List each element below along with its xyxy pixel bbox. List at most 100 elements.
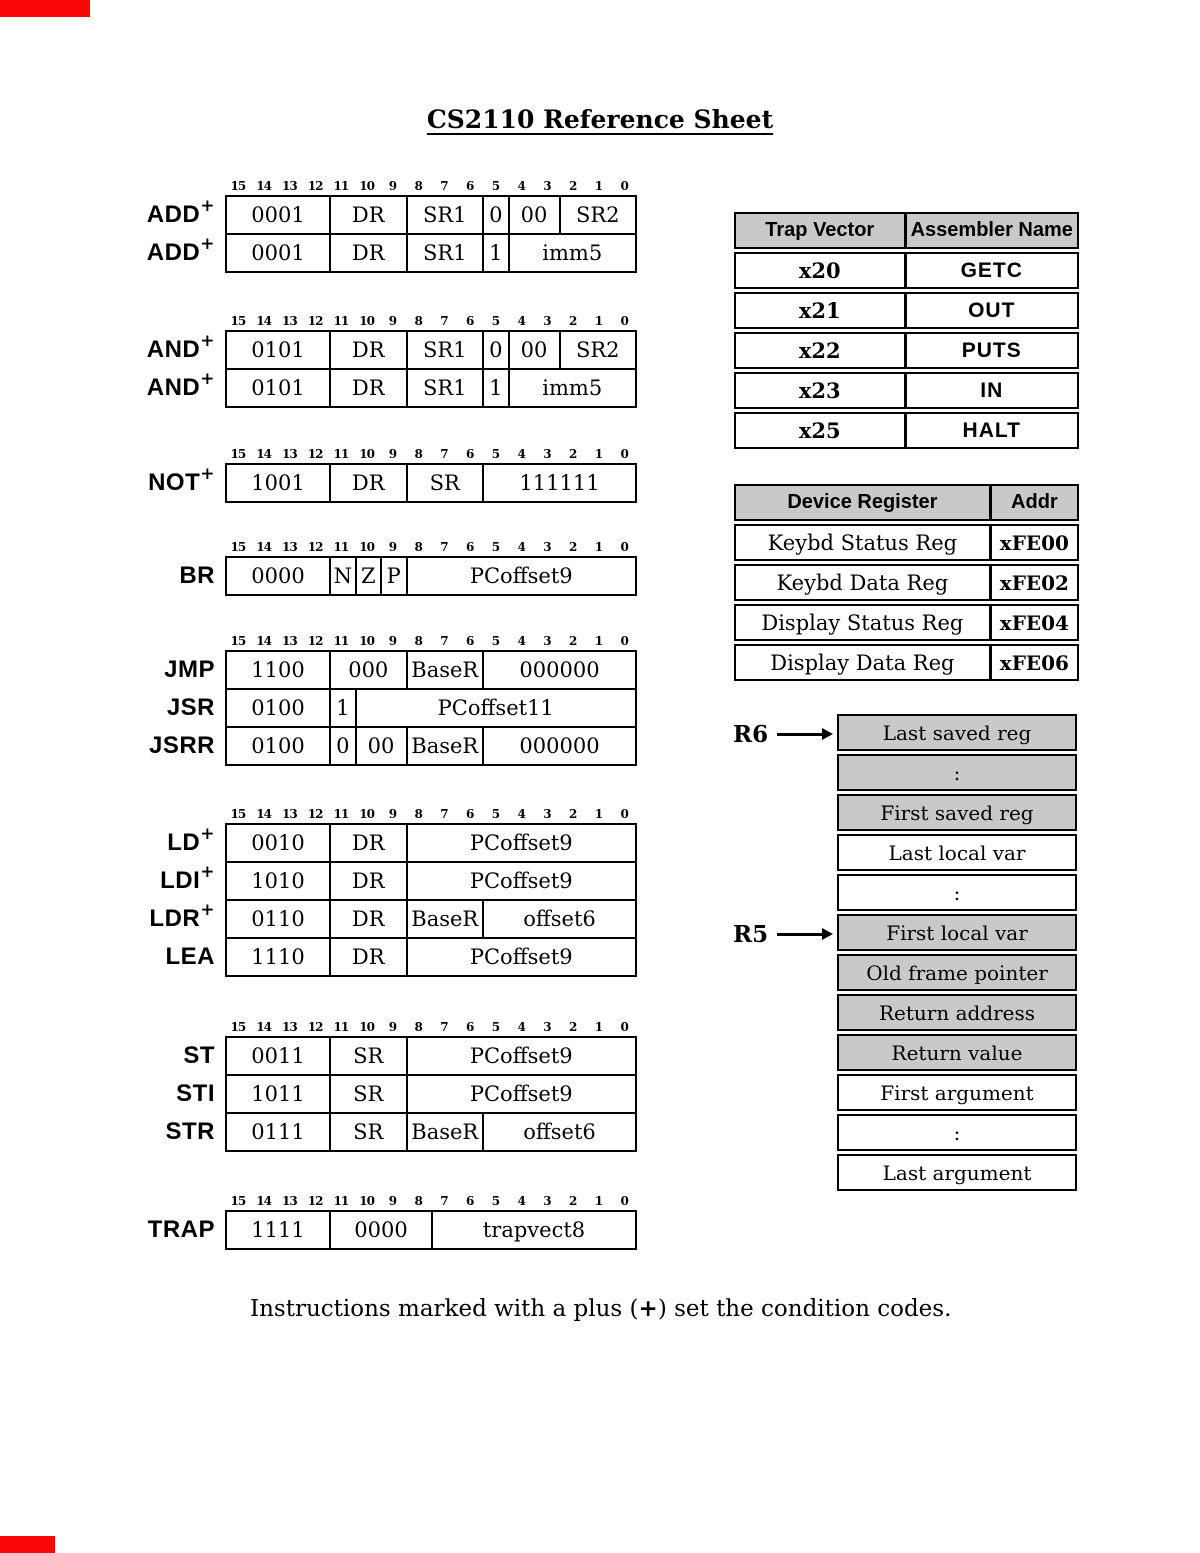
bit-number-label: 13 xyxy=(282,540,298,554)
instruction-mnemonic: LEA xyxy=(0,937,225,977)
bit-number-label: 4 xyxy=(517,634,525,648)
encoding-field-cell: offset6 xyxy=(482,1114,635,1150)
encoding-field-cell: 1 xyxy=(482,235,508,271)
instruction-row: BR 0000 N Z P PCoffset9 xyxy=(0,556,660,596)
encoding-field-cell: 1100 xyxy=(251,658,305,682)
instruction-mnemonic: ADD + xyxy=(146,234,215,267)
trap-vector-cell: x22 xyxy=(736,334,907,367)
bit-number-label: 15 xyxy=(230,1194,247,1208)
instruction-group: 15 14 13 12 11 10 9 8 7 6 5 4 3 2 1 0 JMP 1100 000 BaseR 000… xyxy=(0,631,660,766)
stack-frame-label: First saved reg xyxy=(880,800,1034,825)
bit-number-label: 14 xyxy=(256,540,272,554)
bit-number-label: 15 xyxy=(230,314,247,328)
device-addr-cell: xFE00 xyxy=(999,530,1069,555)
instruction-row: NOT + 1001 DR SR 111111 xyxy=(0,463,660,503)
bit-number-label: 10 xyxy=(359,634,375,648)
right-arrow-icon xyxy=(777,928,834,940)
instruction-row: JMP 1100 000 BaseR 000000 xyxy=(0,650,660,690)
bit-number-label: 12 xyxy=(307,1020,324,1034)
instruction-row: ADD + 0001 DR SR1 1 imm5 xyxy=(0,233,660,273)
bit-number-label: 8 xyxy=(414,1020,422,1034)
bit-number-label: 6 xyxy=(465,807,474,821)
encoding-field-cell: 0101 xyxy=(251,376,305,400)
trap-vector-cell: x20 xyxy=(736,254,907,287)
bit-number-label: 0 xyxy=(620,1020,628,1034)
encoding-field-cell: 00 xyxy=(507,197,559,233)
r5-pointer: R5 xyxy=(733,914,834,954)
encoding-field-cell: trapvect8 xyxy=(431,1212,635,1248)
instruction-mnemonic: JMP xyxy=(0,650,225,690)
bit-number-label: 8 xyxy=(414,179,422,193)
mnemonic-text: STI xyxy=(176,1080,215,1107)
stack-frame-label: Return address xyxy=(878,1000,1036,1025)
bit-number-label: 13 xyxy=(282,314,298,328)
bit-number-label: 2 xyxy=(568,1020,577,1034)
bit-number-label: 14 xyxy=(256,447,272,461)
bit-number-label: 7 xyxy=(440,447,448,461)
bit-number-label: 10 xyxy=(359,1194,375,1208)
bit-number-label: 8 xyxy=(414,807,422,821)
bit-number-label: 14 xyxy=(256,1020,272,1034)
bit-number-label: 12 xyxy=(307,540,324,554)
bit-number-label: 15 xyxy=(230,807,247,821)
instruction-mnemonic: AND + xyxy=(146,331,215,364)
encoding-field-cell: 111111 xyxy=(482,465,635,501)
bit-number-label: 5 xyxy=(491,1020,500,1034)
instruction-row: STR 0111 SR BaseR offset6 xyxy=(0,1112,660,1152)
bit-number-label: 6 xyxy=(465,1020,474,1034)
encoding-field-cell: SR xyxy=(405,465,483,501)
bit-number-label: 1 xyxy=(594,540,603,554)
stack-frame-row: : xyxy=(837,754,1077,791)
encoding-field-cell: 000000 xyxy=(482,652,635,688)
mnemonic-text: ADD xyxy=(146,201,201,228)
instruction-row: JSRR 0100 0 00 BaseR 000000 xyxy=(0,726,660,766)
mnemonic-text: AND xyxy=(146,336,201,363)
bit-number-label: 0 xyxy=(620,634,628,648)
red-mark-bottom-left xyxy=(0,1536,55,1553)
encoding-field-cell: 0101 xyxy=(251,338,305,362)
bit-number-label: 2 xyxy=(568,447,577,461)
stack-frame-row: Return address xyxy=(837,994,1077,1031)
encoding-field-cell: 0 xyxy=(482,332,508,368)
bit-number-label: 11 xyxy=(333,1020,350,1034)
bit-number-label: 0 xyxy=(620,1194,628,1208)
stack-frame-row: First argument xyxy=(837,1074,1077,1111)
stack-frame-label: Last argument xyxy=(882,1160,1032,1185)
table-row: x25 HALT xyxy=(734,412,1079,449)
encoding-field-cell: PCoffset9 xyxy=(405,939,636,975)
bit-number-label: 15 xyxy=(230,1020,247,1034)
instruction-group: 15 14 13 12 11 10 9 8 7 6 5 4 3 2 1 0 BR 0000 N Z P PCoffset9 xyxy=(0,537,660,596)
encoding-field-cell: DR xyxy=(329,939,406,975)
bit-number-label: 10 xyxy=(359,1020,375,1034)
instruction-encoding-box: 1010 DR PCoffset9 xyxy=(225,861,637,901)
mnemonic-text: BR xyxy=(179,562,215,589)
encoding-field-cell: BaseR xyxy=(405,901,483,937)
device-register-cell: Keybd Status Reg xyxy=(736,526,992,559)
instruction-mnemonic: BR xyxy=(0,556,225,596)
encoding-field-cell: imm5 xyxy=(507,370,636,406)
encoding-field-cell: 1010 xyxy=(251,869,305,893)
encoding-field-cell: SR xyxy=(329,1114,406,1150)
bit-number-label: 3 xyxy=(543,179,551,193)
stack-frame-row: : xyxy=(837,874,1077,911)
trap-vector-cell: x21 xyxy=(736,294,907,327)
encoding-field-cell: PCoffset9 xyxy=(405,1076,636,1112)
encoding-field-cell: SR1 xyxy=(405,197,483,233)
bit-number-label: 3 xyxy=(543,314,551,328)
encoding-field-cell: DR xyxy=(329,465,406,501)
bit-number-label: 11 xyxy=(333,314,350,328)
encoding-field-cell: SR xyxy=(329,1038,406,1074)
encoding-field-cell: P xyxy=(380,558,406,594)
assembler-name-header: Assembler Name xyxy=(910,219,1073,241)
encoding-field-cell: DR xyxy=(329,332,406,368)
instruction-group: 15 14 13 12 11 10 9 8 7 6 5 4 3 2 1 0 ADD +0001 DR SR1 0 00 SR… xyxy=(0,176,660,273)
bit-number-label: 8 xyxy=(414,447,422,461)
bit-number-label: 11 xyxy=(333,807,350,821)
trap-vector-cell: x25 xyxy=(736,414,907,447)
bit-number-label: 1 xyxy=(594,314,603,328)
mnemonic-text: NOT xyxy=(148,469,201,496)
stack-frame-label: Last local var xyxy=(888,840,1026,865)
bit-number-label: 14 xyxy=(256,634,272,648)
encoding-field-cell: 00 xyxy=(354,728,406,764)
footnote-text-before: Instructions marked with a plus ( xyxy=(250,1296,639,1322)
